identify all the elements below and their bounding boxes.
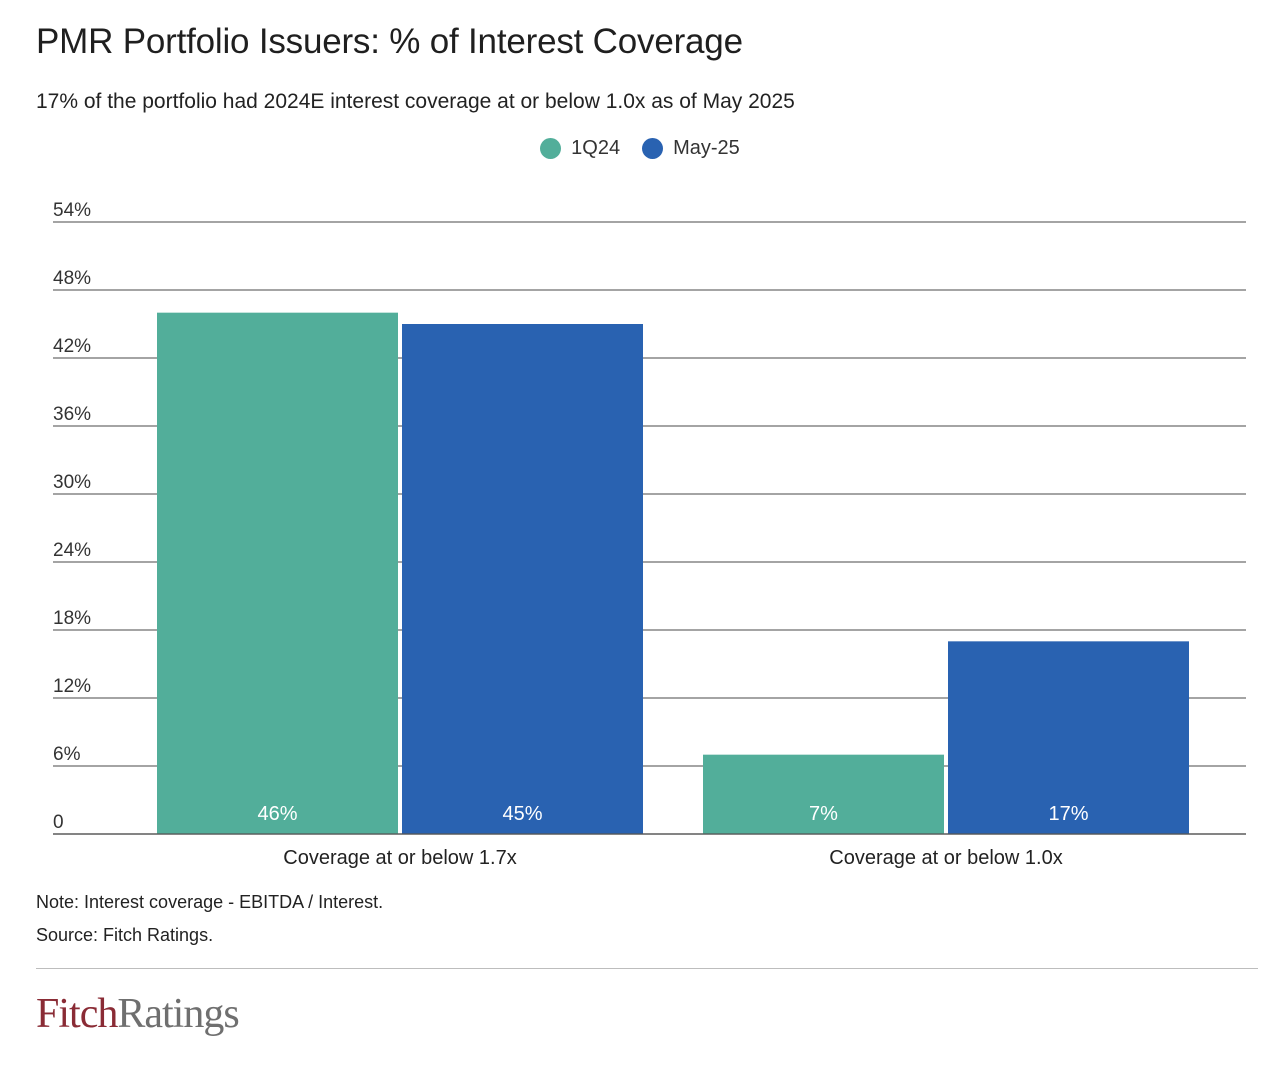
y-tick-label-1: 6% — [53, 744, 81, 765]
y-tick-label-3: 18% — [53, 608, 91, 629]
chart-subtitle: 17% of the portfolio had 2024E interest … — [36, 90, 795, 113]
legend-dot-1q24 — [540, 138, 562, 159]
data-label-1q24-1: 7% — [809, 803, 838, 825]
legend-item-may-25[interactable]: May-25 — [642, 137, 740, 160]
legend-label-1q24: 1Q24 — [571, 137, 621, 159]
chart-note: Note: Interest coverage - EBITDA / Inter… — [36, 892, 384, 912]
y-tick-label-5: 30% — [53, 472, 91, 493]
bar-1q24-0 — [157, 312, 398, 835]
legend-dot-may-25 — [642, 138, 664, 159]
data-label-may-25-0: 45% — [502, 803, 542, 825]
footer-divider — [36, 968, 1258, 969]
bar-may-25-1 — [948, 641, 1189, 834]
y-tick-label-8: 48% — [53, 268, 91, 289]
y-tick-label-2: 12% — [53, 676, 91, 697]
chart-legend: 1Q24 May-25 — [0, 137, 1280, 160]
y-tick-label-7: 42% — [53, 336, 91, 357]
y-tick-label-9: 54% — [53, 200, 91, 221]
data-label-may-25-1: 17% — [1048, 803, 1088, 825]
legend-label-may-25: May-25 — [673, 137, 740, 159]
x-tick-label-1: Coverage at or below 1.0x — [829, 847, 1062, 869]
y-tick-label-6: 36% — [53, 404, 91, 425]
bar-1q24-1 — [703, 754, 944, 834]
legend-item-1q24[interactable]: 1Q24 — [540, 137, 620, 160]
chart-source: Source: Fitch Ratings. — [36, 925, 214, 945]
y-tick-label-4: 24% — [53, 540, 91, 561]
y-tick-label-0: 0 — [53, 812, 64, 833]
data-label-1q24-0: 46% — [257, 803, 297, 825]
x-tick-label-0: Coverage at or below 1.7x — [283, 847, 516, 869]
bar-chart: 0 6% 12% 18% 24% 30% 36% 42% 48% 54% 46% 45% Coverag… — [53, 200, 1246, 869]
fitch-ratings-logo: FitchRatings — [36, 991, 240, 1037]
chart-title: PMR Portfolio Issuers: % of Interest Cov… — [36, 22, 743, 61]
bar-may-25-0 — [402, 324, 643, 834]
